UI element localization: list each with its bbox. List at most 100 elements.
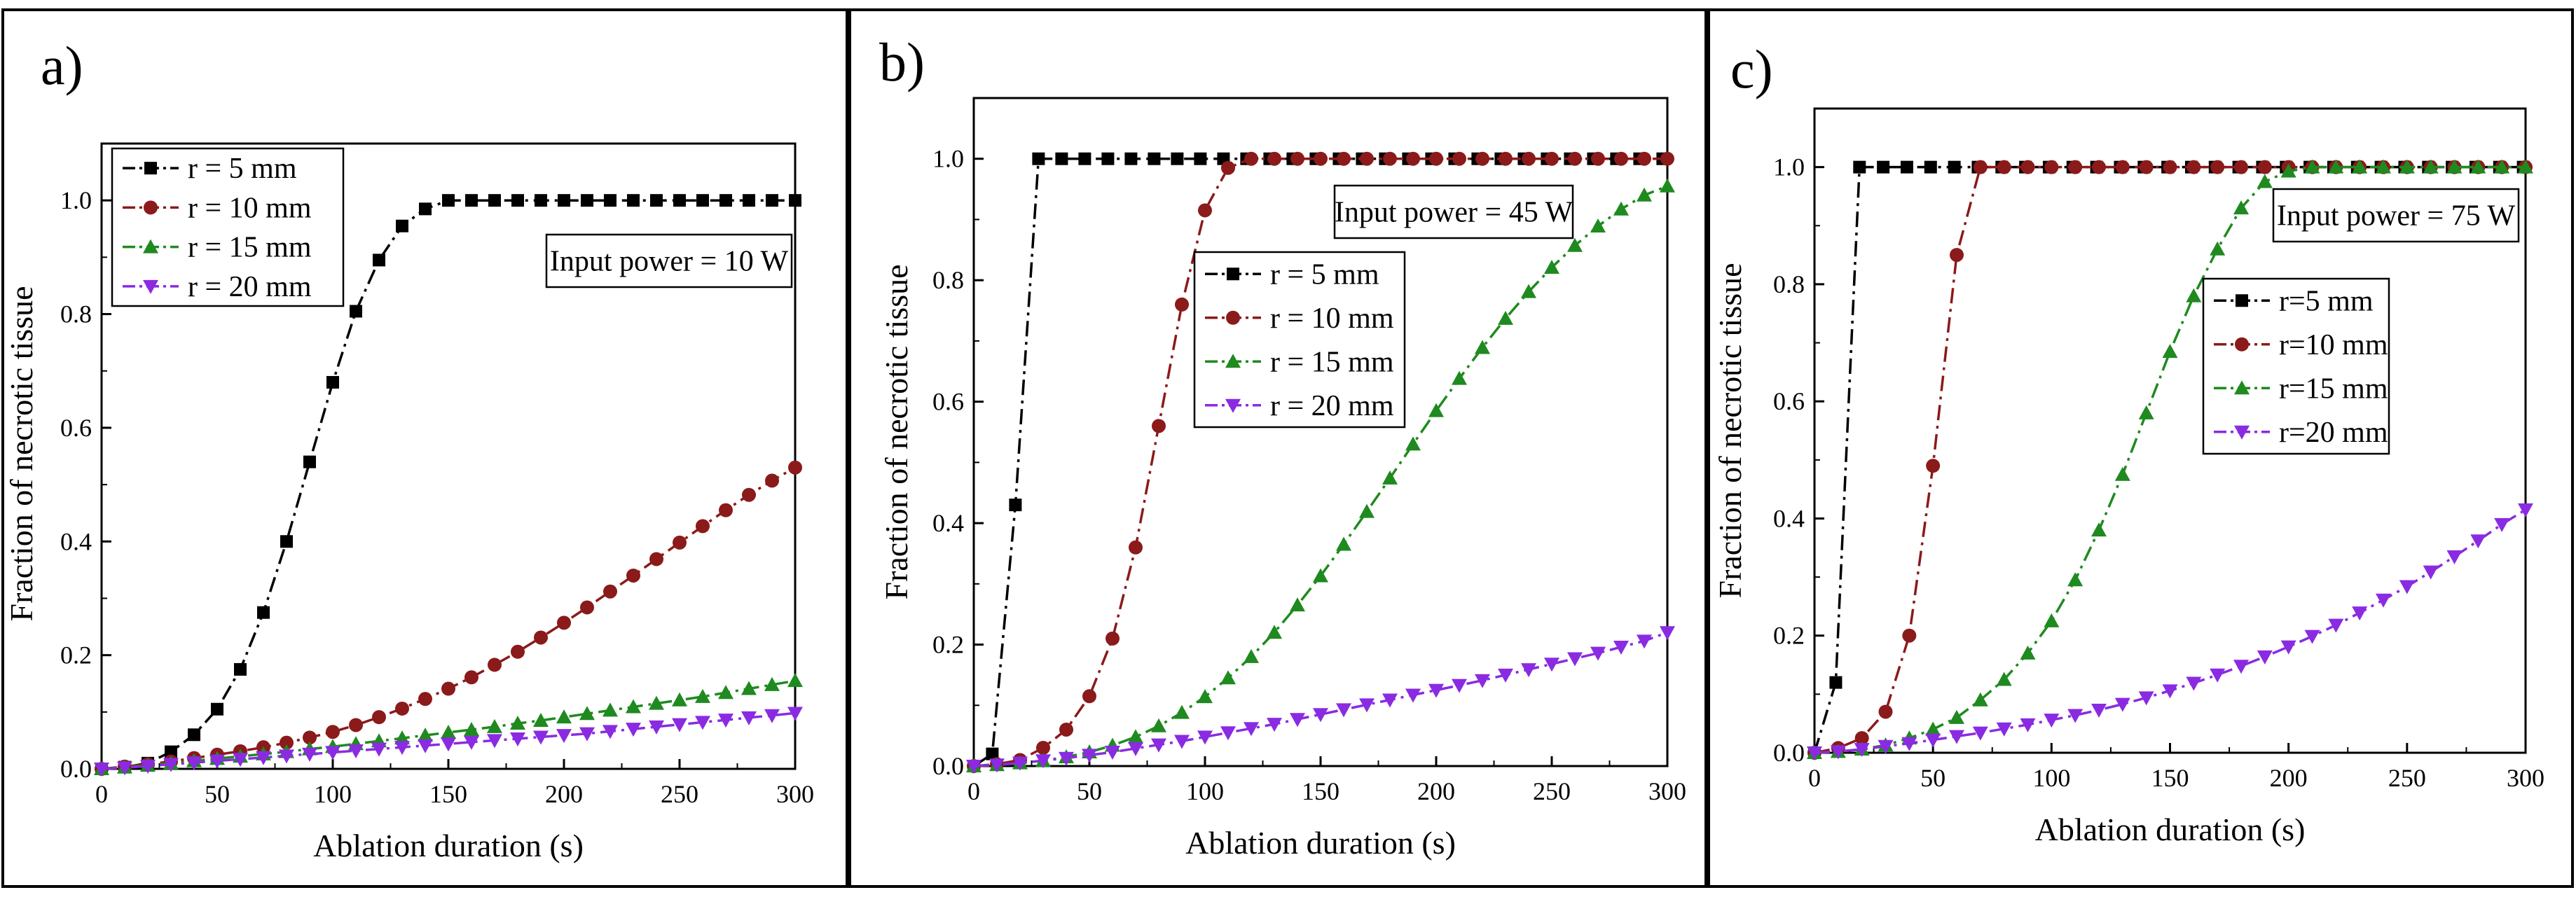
data-point [696,194,709,207]
data-point [2376,159,2391,174]
data-point [789,194,801,207]
series-4 [94,707,803,777]
data-point [94,763,109,777]
chart-panel-b: b) 0 50 100 150 200 250 300 0.0 0.2 0.4 0.6 0.8 1.0 Ab… [879,32,1686,861]
data-point [2494,159,2510,174]
data-point [325,746,340,760]
data-point [743,194,755,207]
data-point [672,718,687,732]
data-point [2114,697,2130,712]
data-point [1830,745,1846,760]
data-point [1854,731,1869,746]
panel-label: a) [41,35,83,96]
data-point [2138,691,2154,706]
legend-swatch-marker [2235,337,2249,352]
data-point [441,681,455,696]
legend: r=5 mm r=10 mm r=15 mm r=20 mm [2202,277,2390,455]
data-point [1059,751,1074,766]
series-line [1814,508,2526,754]
annotation-box [1333,184,1574,239]
panel-frame-c [1707,8,2574,888]
data-point [2328,159,2344,174]
data-point [326,375,339,389]
panel-label: c) [1730,39,1773,99]
data-point [1036,740,1050,755]
y-tick-label: 0.2 [60,641,92,669]
data-point [626,699,641,714]
data-point [788,460,802,475]
data-point [1829,676,1843,689]
data-point [371,742,387,757]
series-line [973,157,1667,767]
y-tick-label: 0.4 [932,509,964,537]
data-point [394,741,410,756]
legend-label: r = 15 mm [1270,346,1394,378]
y-tick-label: 0.6 [60,414,92,442]
data-point [1590,646,1606,661]
legend-box [1193,251,1406,429]
data-point [1878,739,1894,754]
x-tick-label: 300 [776,780,814,808]
data-point [1637,634,1652,649]
data-point [2210,160,2225,174]
data-point [234,662,247,676]
annotation-box [545,233,793,288]
data-point [1128,729,1143,744]
x-tick-label: 200 [545,780,583,808]
data-point [1151,718,1166,732]
x-tick-label: 250 [1533,777,1571,805]
y-tick-label: 0.4 [60,527,92,555]
data-point [649,552,663,566]
data-point [2163,160,2177,174]
data-point [2494,517,2510,532]
data-point [718,685,733,700]
y-tick-label: 1.0 [932,145,964,173]
data-point [2044,613,2060,627]
data-point [1950,248,1964,263]
data-point [2138,405,2154,419]
data-point [1359,503,1375,518]
data-point [1926,459,1941,473]
data-point [186,756,202,771]
legend-box [111,147,345,307]
data-point [233,753,248,767]
y-tick-label: 1.0 [60,186,92,214]
data-point [1220,726,1236,741]
data-point [464,670,478,685]
data-point [650,194,663,207]
data-point [2068,160,2083,174]
data-point [2399,159,2415,174]
data-point [1151,738,1166,753]
legend: r = 5 mm r = 10 mm r = 15 mm r = 20 mm [1193,251,1406,429]
data-point [626,723,641,737]
data-point [2234,160,2248,174]
legend-swatch-marker [1227,267,1239,281]
data-point [1544,259,1559,274]
data-point [464,721,479,736]
data-point [741,711,757,725]
data-point [558,194,570,207]
series-2 [1807,160,2533,760]
data-point [787,707,803,721]
data-point [2020,645,2036,660]
data-point [1244,722,1259,737]
data-point [1336,536,1351,551]
data-point [280,735,294,750]
data-point [1337,151,1351,166]
panel-frame-a [1,8,848,888]
legend-swatch-marker [2234,380,2250,395]
panel-frame-b [848,8,1707,888]
data-point [1360,151,1374,166]
data-point [211,702,223,716]
data-point [1105,746,1120,760]
data-point [1082,689,1096,704]
series-1 [1808,160,2530,759]
annotation-text: Input power = 75 W [2277,200,2516,232]
data-point [602,702,618,717]
data-point [2044,160,2059,174]
data-point [350,305,362,318]
x-tick-label: 0 [1808,764,1821,792]
data-point [2470,534,2486,549]
y-tick-label: 0.0 [932,752,964,780]
data-point [673,194,686,207]
